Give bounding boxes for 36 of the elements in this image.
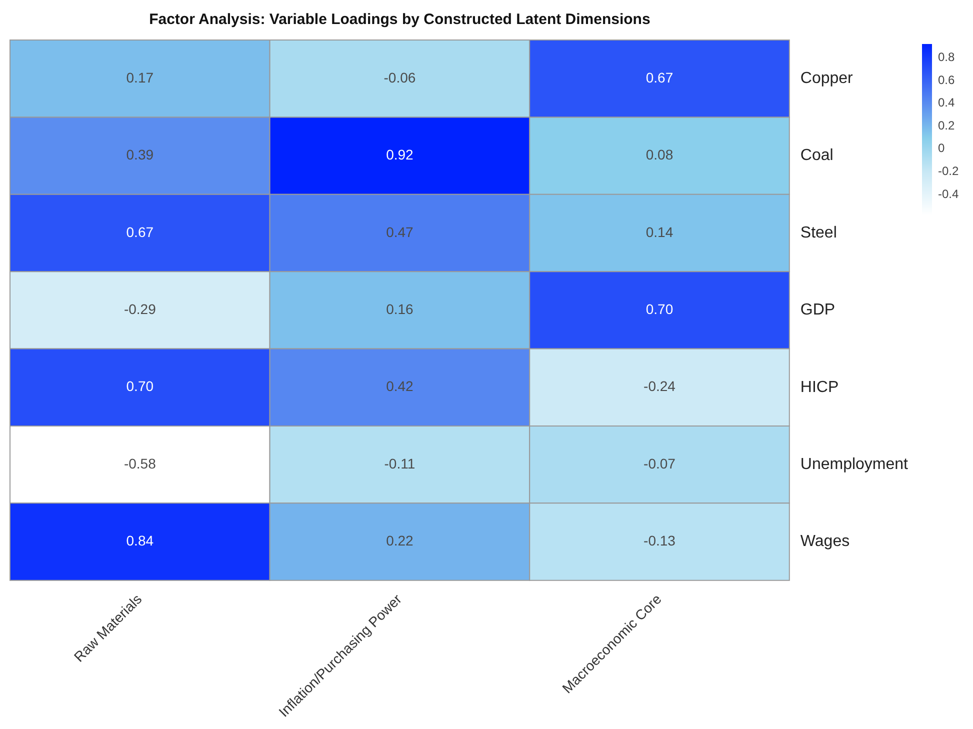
data-label: -0.24 — [644, 378, 676, 394]
data-label: 0.67 — [646, 69, 674, 86]
data-label: -0.58 — [124, 455, 156, 472]
data-label: 0.14 — [646, 224, 674, 240]
y-tick-label: Wages — [800, 533, 850, 550]
color-bar-label: -0.4 — [938, 186, 960, 201]
color-bar-label: 0.4 — [938, 96, 956, 110]
data-label: -0.07 — [644, 455, 676, 472]
data-label: 0.47 — [386, 224, 414, 240]
data-label: 0.67 — [126, 224, 154, 240]
y-tick-label: Copper — [800, 70, 854, 88]
chart-title: Factor Analysis: Variable Loadings by Constructed Latent Dimensions — [149, 11, 650, 28]
color-bar-label: -0.2 — [938, 164, 960, 178]
data-label: 0.16 — [386, 301, 414, 318]
y-tick-label: Unemployment — [800, 456, 909, 473]
data-label: 0.39 — [126, 146, 154, 163]
y-tick-label: HICP — [800, 378, 839, 396]
data-label: 0.70 — [646, 301, 674, 318]
data-label: 0.42 — [386, 378, 414, 394]
data-label: -0.06 — [384, 69, 416, 86]
data-label: 0.70 — [126, 378, 154, 394]
color-bar-label: 0 — [938, 141, 945, 156]
data-label: 0.84 — [126, 532, 154, 549]
data-label: 0.17 — [126, 69, 154, 86]
color-bar-label: 0.2 — [938, 118, 956, 132]
data-label: -0.11 — [384, 455, 416, 472]
color-bar-label: 0.8 — [938, 50, 956, 64]
y-tick-label: Steel — [800, 224, 837, 242]
data-label: 0.92 — [386, 146, 414, 163]
data-label: 0.22 — [386, 532, 414, 549]
data-label: -0.29 — [124, 301, 156, 318]
y-tick-label: Coal — [800, 147, 834, 164]
data-label: 0.08 — [646, 146, 674, 163]
y-tick-label: GDP — [800, 302, 836, 319]
color-bar-label: 0.6 — [938, 72, 956, 87]
data-label: -0.13 — [644, 532, 676, 549]
